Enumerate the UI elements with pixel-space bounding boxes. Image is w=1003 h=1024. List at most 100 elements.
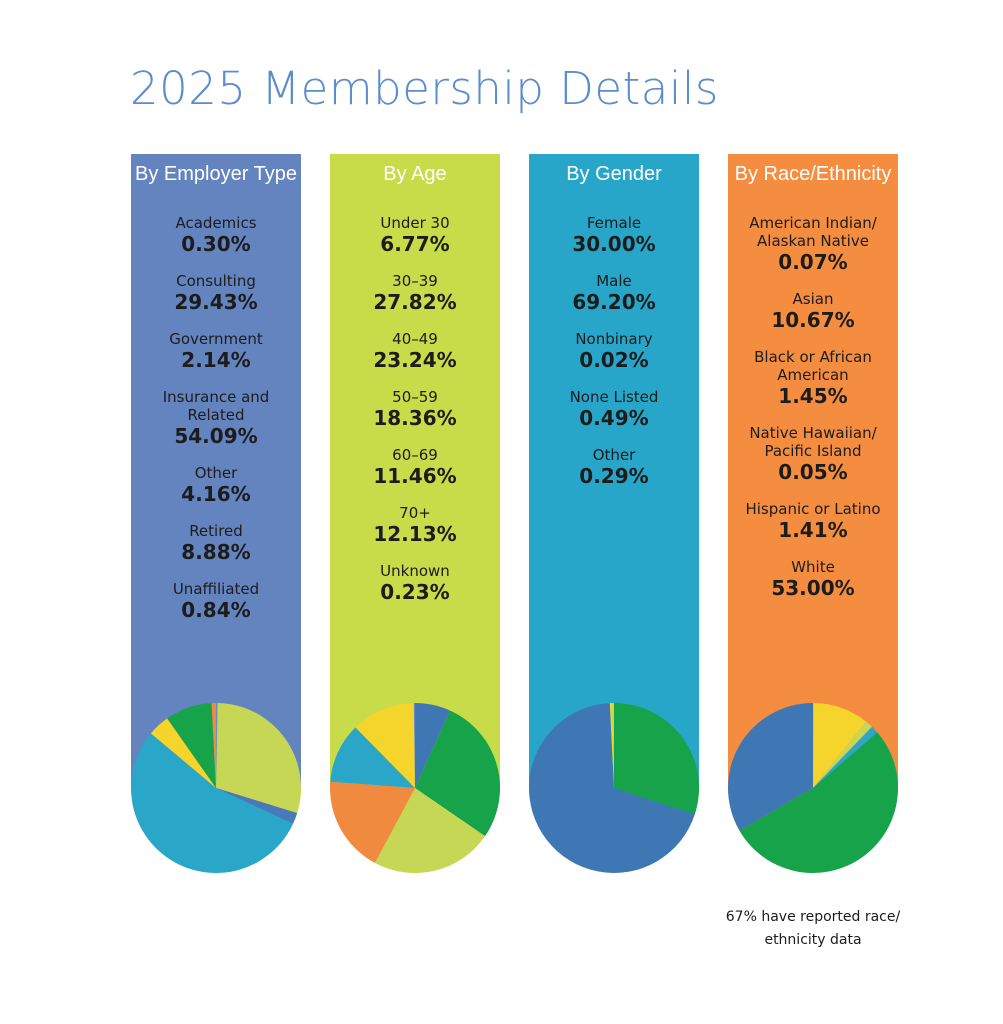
stat-label: Insurance and Related <box>162 388 270 424</box>
pie-slice <box>216 788 298 824</box>
pie-chart <box>728 703 898 873</box>
stat-item: 40–49 23.24% <box>330 330 500 372</box>
stat-label: Other <box>592 446 636 464</box>
employer-type-column: By Employer Type Academics 0.30% Consultin… <box>131 154 301 873</box>
stat-item: Retired 8.88% <box>131 522 301 564</box>
stat-item: Other 0.29% <box>529 446 699 488</box>
pie-slice <box>415 710 500 837</box>
stat-value: 6.77% <box>380 232 450 256</box>
stat-item: Other 4.16% <box>131 464 301 506</box>
stat-value: 4.16% <box>181 482 251 506</box>
stat-label: 70+ <box>399 504 431 522</box>
stat-value: 0.02% <box>579 348 649 372</box>
stat-value: 23.24% <box>373 348 457 372</box>
stat-value: 0.07% <box>778 250 848 274</box>
item-list: Under 30 6.77% 30–39 27.82% 40–49 23.24% 50–59… <box>330 194 500 604</box>
stat-value: 1.41% <box>778 518 848 542</box>
stat-value: 0.23% <box>380 580 450 604</box>
stat-value: 1.45% <box>778 384 848 408</box>
stat-value: 11.46% <box>373 464 457 488</box>
stat-label: Government <box>169 330 263 348</box>
stat-item: Female 30.00% <box>529 214 699 256</box>
footnote: 67% have reported race/ ethnicity data <box>725 909 901 948</box>
pie-slice <box>413 703 415 788</box>
pie-slice <box>614 703 699 815</box>
item-list: American Indian/ Alaskan Native 0.07% Asia… <box>728 194 898 600</box>
stat-item: Hispanic or Latino 1.41% <box>728 500 898 542</box>
stat-value: 0.05% <box>778 460 848 484</box>
stat-item: Government 2.14% <box>131 330 301 372</box>
stat-value: 0.84% <box>181 598 251 622</box>
item-list: Academics 0.30% Consulting 29.43% Government… <box>131 194 301 622</box>
pie-slice <box>609 703 614 788</box>
stat-label: Nonbinary <box>575 330 653 348</box>
stat-label: Male <box>596 272 632 290</box>
stat-value: 0.29% <box>579 464 649 488</box>
stat-label: 40–49 <box>392 330 438 348</box>
stat-item: Consulting 29.43% <box>131 272 301 314</box>
stat-label: Unknown <box>380 562 450 580</box>
stat-value: 0.30% <box>181 232 251 256</box>
pie-slice <box>150 718 216 788</box>
stat-label: Under 30 <box>380 214 450 232</box>
item-list: Female 30.00% Male 69.20% Nonbinary 0.02% None… <box>529 194 699 488</box>
pie-slice <box>330 727 415 788</box>
stat-label: Female <box>586 214 642 232</box>
stat-item: Insurance and Related 54.09% <box>131 388 301 448</box>
stat-value: 12.13% <box>373 522 457 546</box>
stat-label: Unaffiliated <box>172 580 260 598</box>
stat-value: 69.20% <box>572 290 656 314</box>
stat-value: 2.14% <box>181 348 251 372</box>
pie-slice <box>211 703 216 788</box>
gender-column: By Gender Female 30.00% Male 69.20% Nonbinar… <box>529 154 699 873</box>
pie-chart <box>330 703 500 873</box>
stat-label: Other <box>194 464 238 482</box>
stat-label: White <box>791 558 835 576</box>
stat-item: White 53.00% <box>728 558 898 600</box>
stat-item: Unknown 0.23% <box>330 562 500 604</box>
page-title: 2025 Membership Details <box>130 62 719 115</box>
stat-value: 27.82% <box>373 290 457 314</box>
stat-value: 10.67% <box>771 308 855 332</box>
stat-label: 50–59 <box>392 388 438 406</box>
pie-slice <box>813 703 867 788</box>
pie-slice <box>355 703 415 788</box>
stat-item: 70+ 12.13% <box>330 504 500 546</box>
stat-item: 60–69 11.46% <box>330 446 500 488</box>
stat-label: 30–39 <box>392 272 438 290</box>
stat-item: Academics 0.30% <box>131 214 301 256</box>
stat-label: Hispanic or Latino <box>745 500 881 518</box>
stat-label: None Listed <box>569 388 659 406</box>
pie-chart <box>131 703 301 873</box>
column-header: By Race/Ethnicity <box>734 163 892 185</box>
column-header: By Employer Type <box>135 163 297 185</box>
stat-label: American Indian/ Alaskan Native <box>749 214 877 250</box>
pie-slice <box>529 703 695 873</box>
stat-label: Consulting <box>176 272 256 290</box>
stat-value: 8.88% <box>181 540 251 564</box>
stat-value: 0.49% <box>579 406 649 430</box>
age-column: By Age Under 30 6.77% 30–39 27.82% 40–49 23.2… <box>330 154 500 873</box>
stat-item: Native Hawaiian/ Pacific Island 0.05% <box>728 424 898 484</box>
stat-item: Nonbinary 0.02% <box>529 330 699 372</box>
stat-label: Retired <box>189 522 243 540</box>
pie-slice <box>131 733 294 873</box>
stat-label: Native Hawaiian/ Pacific Island <box>749 424 877 460</box>
pie-slice <box>374 788 486 873</box>
pie-slice <box>330 781 415 863</box>
pie-slice <box>813 726 878 788</box>
pie-slice <box>216 703 301 814</box>
pie-slice <box>415 703 451 788</box>
pie-slice <box>813 726 873 788</box>
stat-item: 30–39 27.82% <box>330 272 500 314</box>
stat-value: 30.00% <box>572 232 656 256</box>
stat-item: Male 69.20% <box>529 272 699 314</box>
pie-slice <box>728 703 813 831</box>
pie-slice <box>739 732 898 873</box>
stat-label: 60–69 <box>392 446 438 464</box>
column-header: By Age <box>383 163 447 185</box>
stat-item: Black or African American 1.45% <box>728 348 898 408</box>
pie-slice <box>813 721 872 788</box>
stat-item: Under 30 6.77% <box>330 214 500 256</box>
pie-slice <box>216 703 218 788</box>
